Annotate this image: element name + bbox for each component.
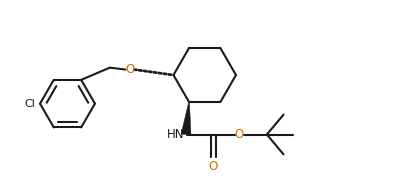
- Text: Cl: Cl: [25, 99, 35, 109]
- Polygon shape: [181, 102, 191, 135]
- Text: O: O: [235, 128, 244, 141]
- Text: O: O: [125, 63, 134, 76]
- Text: HN: HN: [167, 128, 184, 141]
- Text: O: O: [209, 161, 218, 173]
